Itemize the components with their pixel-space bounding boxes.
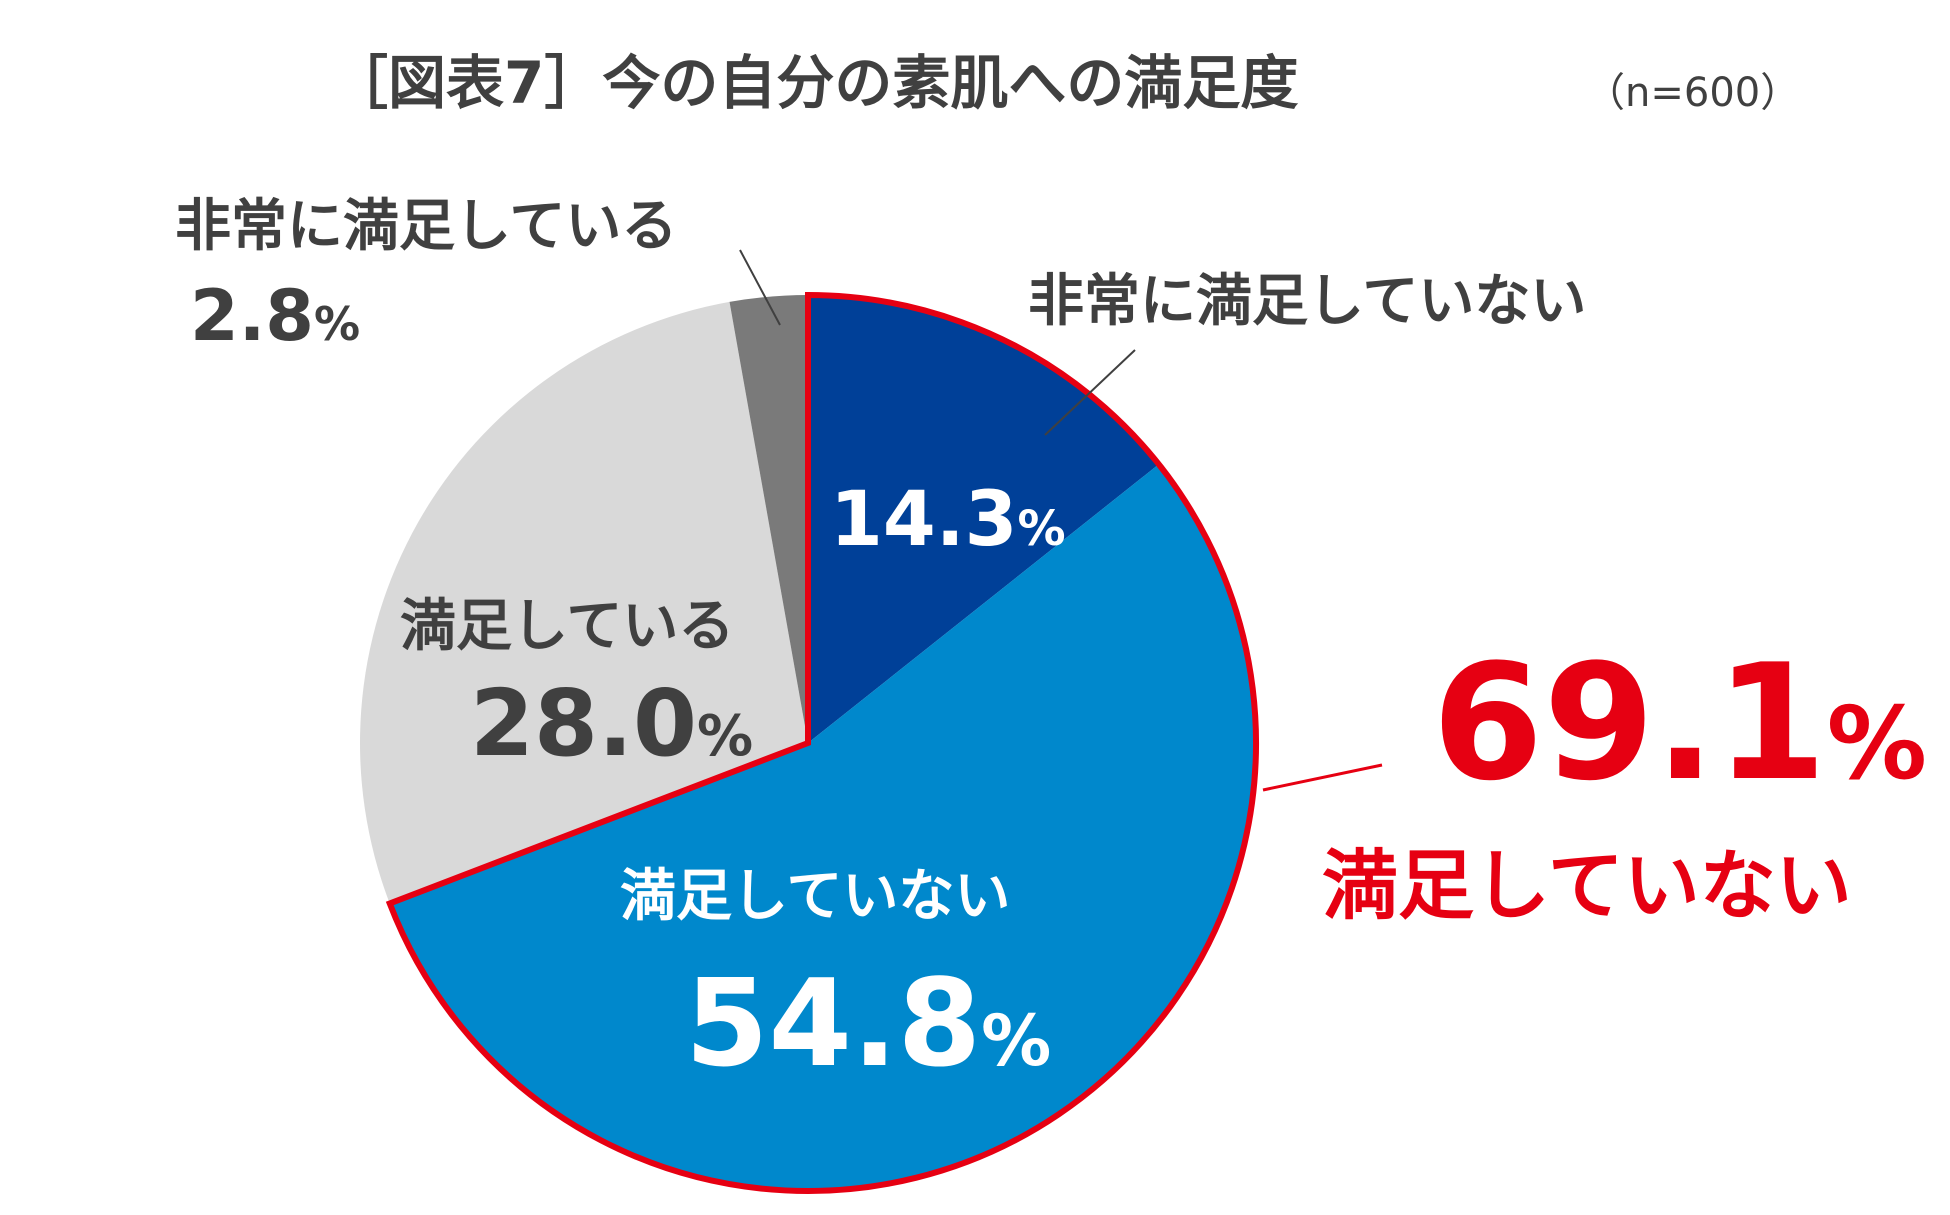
label-unsatisfied: 満足していない (620, 864, 1010, 929)
sample-size: （n=600） (1585, 70, 1800, 116)
summary-value: 69.1% (1432, 629, 1927, 816)
leader-line-very-unsatisfied (1044, 349, 1136, 436)
label-satisfied: 満足している (400, 594, 734, 659)
summary-label: 満足していない (1322, 841, 1852, 930)
value-very-unsatisfied: 14.3% (830, 474, 1066, 563)
label-very-satisfied: 非常に満足している (175, 194, 677, 259)
highlight-outline-path (385, 291, 1259, 1194)
label-very-unsatisfied: 非常に満足していない (1028, 269, 1586, 334)
chart-title: ［図表7］今の自分の素肌への満足度 (330, 49, 1298, 117)
value-very-satisfied: 2.8% (190, 275, 360, 357)
pie-slices (359, 295, 1257, 1192)
pie-slice-very-satisfied (729, 295, 808, 743)
value-satisfied: 28.0% (470, 670, 753, 777)
pie-slice-satisfied (359, 301, 808, 904)
leader-line-summary (1262, 763, 1383, 792)
pie-slice-unsatisfied (389, 464, 1257, 1192)
leader-line-very-satisfied (739, 249, 781, 326)
pie-slice-very-unsatisfied (808, 295, 1159, 743)
value-unsatisfied: 54.8% (685, 955, 1051, 1094)
highlight-outline (385, 291, 1259, 1194)
